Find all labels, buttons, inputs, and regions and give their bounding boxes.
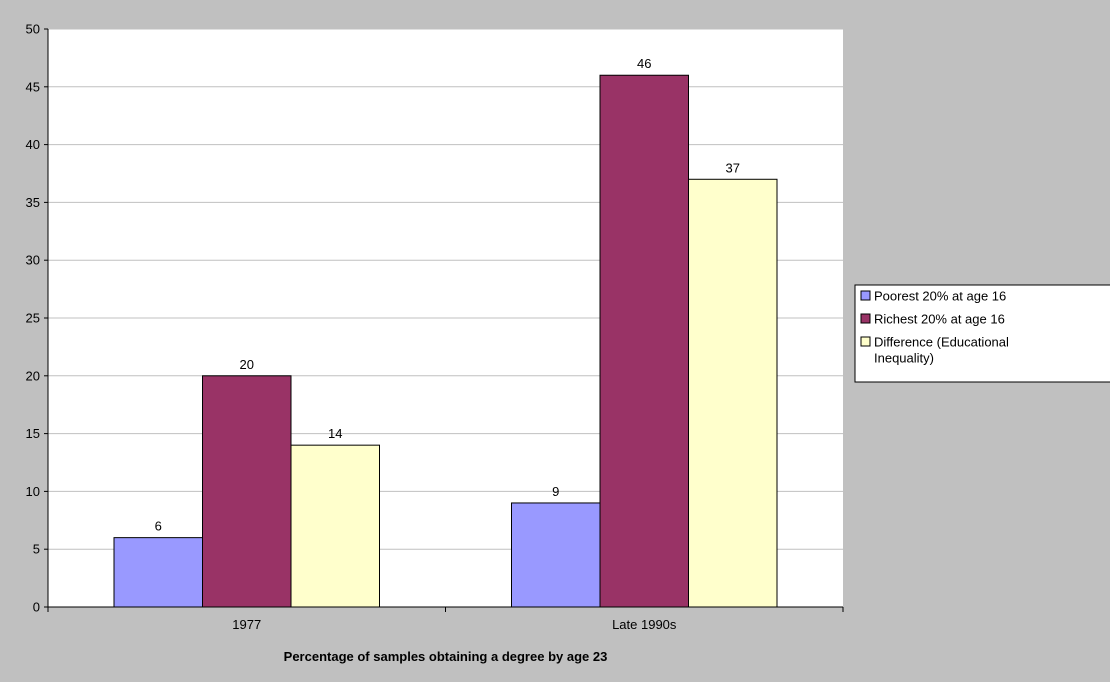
bar — [202, 375, 292, 608]
y-tick-label: 35 — [26, 195, 40, 210]
x-tick-label: Late 1990s — [612, 617, 677, 632]
y-tick-label: 45 — [26, 79, 40, 94]
y-tick-label: 0 — [33, 600, 40, 615]
data-label: 37 — [726, 160, 740, 175]
x-tick-label: 1977 — [232, 617, 261, 632]
y-tick-label: 50 — [26, 22, 40, 37]
y-tick-label: 20 — [26, 368, 40, 383]
y-tick-label: 5 — [33, 542, 40, 557]
legend-label: Difference (Educational — [874, 335, 1009, 350]
bar — [511, 502, 601, 608]
x-axis-title: Percentage of samples obtaining a degree… — [284, 649, 608, 664]
bar — [688, 178, 778, 608]
data-label: 9 — [552, 484, 559, 499]
data-label: 14 — [328, 426, 342, 441]
y-tick-label: 30 — [26, 253, 40, 268]
legend-swatch — [860, 290, 871, 301]
data-label: 6 — [155, 519, 162, 534]
bar — [290, 444, 380, 608]
y-tick-label: 15 — [26, 426, 40, 441]
legend-label: Inequality) — [874, 351, 934, 366]
bar — [599, 74, 689, 608]
y-tick-label: 40 — [26, 137, 40, 152]
legend-swatch — [860, 313, 871, 324]
y-tick-label: 10 — [26, 484, 40, 499]
data-label: 20 — [240, 357, 254, 372]
data-label: 46 — [637, 56, 651, 71]
bar — [113, 537, 203, 608]
legend-label: Poorest 20% at age 16 — [874, 289, 1006, 304]
y-tick-label: 25 — [26, 311, 40, 326]
legend-box — [854, 284, 1110, 383]
legend-label: Richest 20% at age 16 — [874, 312, 1005, 327]
legend-swatch — [860, 336, 871, 347]
